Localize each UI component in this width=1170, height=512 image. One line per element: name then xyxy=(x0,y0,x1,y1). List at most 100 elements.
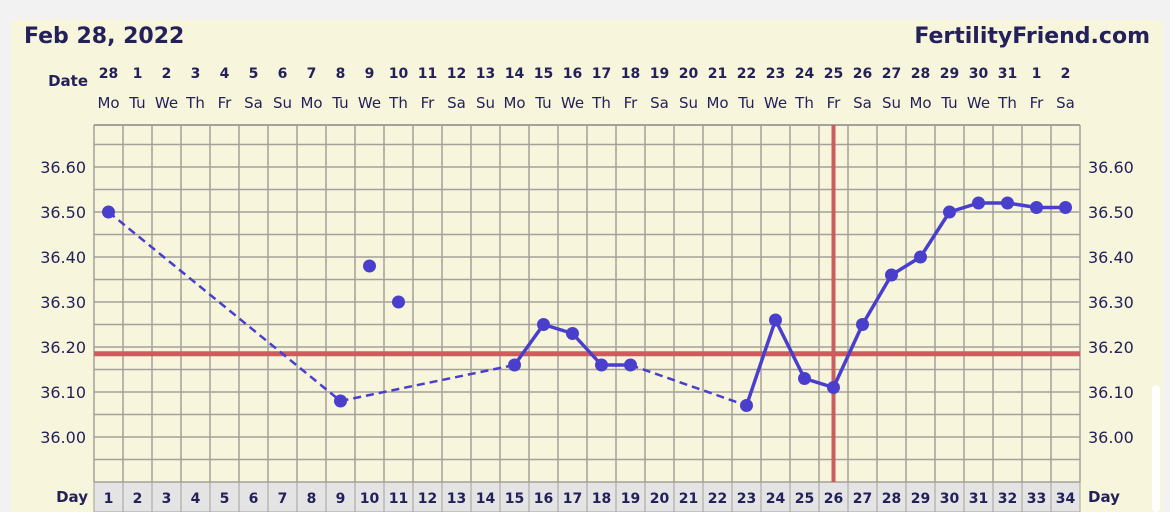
temperature-point[interactable] xyxy=(392,295,405,309)
date-number: 8 xyxy=(336,66,346,82)
day-number: 28 xyxy=(882,491,901,507)
day-cell[interactable] xyxy=(151,481,182,512)
day-cell[interactable] xyxy=(557,481,588,512)
day-number: 32 xyxy=(998,491,1017,507)
solid-segment xyxy=(860,274,894,326)
temperature-point[interactable] xyxy=(566,327,579,340)
weekday-label: Su xyxy=(476,94,495,112)
day-cell[interactable] xyxy=(238,481,269,512)
day-cell[interactable] xyxy=(93,481,124,512)
temperature-point[interactable] xyxy=(363,259,376,273)
temperature-point[interactable] xyxy=(1059,201,1072,214)
y-tick-left: 36.20 xyxy=(40,338,86,357)
temperature-point[interactable] xyxy=(798,372,811,385)
date-number: 15 xyxy=(534,66,553,82)
date-number: 11 xyxy=(418,66,437,82)
day-cell[interactable] xyxy=(354,481,385,512)
temperature-point[interactable] xyxy=(102,205,115,219)
day-number: 20 xyxy=(650,491,670,507)
day-cell[interactable] xyxy=(615,481,646,512)
day-cell[interactable] xyxy=(470,481,501,512)
temperature-point[interactable] xyxy=(1030,201,1043,214)
date-number: 13 xyxy=(476,66,495,82)
y-tick-left: 36.30 xyxy=(40,293,86,312)
temperature-point[interactable] xyxy=(769,313,782,327)
day-number: 6 xyxy=(249,491,259,507)
date-number: 27 xyxy=(882,66,901,82)
day-cell[interactable] xyxy=(1050,481,1081,512)
day-cell[interactable] xyxy=(673,481,704,512)
temperature-point[interactable] xyxy=(537,318,550,331)
temperature-point[interactable] xyxy=(334,394,347,408)
day-number: 5 xyxy=(220,491,230,507)
temperature-point[interactable] xyxy=(624,358,637,372)
date-number: 2 xyxy=(1061,66,1071,82)
weekday-label: We xyxy=(764,94,787,112)
day-cell[interactable] xyxy=(499,481,530,512)
scrollbar[interactable] xyxy=(1152,385,1160,512)
solid-segment xyxy=(571,332,603,367)
date-number: 29 xyxy=(940,66,959,82)
y-tick-left: 36.00 xyxy=(40,428,86,447)
y-tick-left: 36.60 xyxy=(40,158,86,177)
date-number: 18 xyxy=(621,66,640,82)
day-number: 14 xyxy=(476,491,496,507)
temperature-point[interactable] xyxy=(885,268,898,282)
date-number: 7 xyxy=(307,66,317,82)
temperature-point[interactable] xyxy=(972,196,985,210)
solid-segment xyxy=(744,319,778,407)
temperature-point[interactable] xyxy=(595,358,608,372)
day-cell[interactable] xyxy=(441,481,472,512)
day-cell[interactable] xyxy=(180,481,211,512)
weekday-label: We xyxy=(358,94,381,112)
temperature-point[interactable] xyxy=(1001,196,1014,210)
temperature-point[interactable] xyxy=(914,250,927,264)
temperature-point[interactable] xyxy=(856,318,869,331)
dashed-segment xyxy=(630,363,747,407)
day-number: 21 xyxy=(679,491,698,507)
day-number: 2 xyxy=(133,491,143,507)
temperature-point[interactable] xyxy=(827,381,840,394)
date-number: 17 xyxy=(592,66,611,82)
day-number: 15 xyxy=(505,491,524,507)
weekday-label: Sa xyxy=(853,94,872,112)
weekday-label: Tu xyxy=(128,94,145,112)
weekday-label: Su xyxy=(273,94,292,112)
weekday-label: Tu xyxy=(331,94,348,112)
weekday-label: We xyxy=(561,94,584,112)
day-number: 19 xyxy=(621,491,640,507)
solid-segment xyxy=(831,323,865,389)
y-tick-left: 36.50 xyxy=(40,203,86,222)
day-number: 11 xyxy=(389,491,408,507)
day-row-label-right: Day xyxy=(1088,488,1120,506)
date-number: 3 xyxy=(191,66,201,82)
brand-logo-text[interactable]: FertilityFriend.com xyxy=(914,24,1150,49)
day-number: 31 xyxy=(969,491,988,507)
weekday-label: Fr xyxy=(827,94,842,112)
temperature-point[interactable] xyxy=(943,205,956,219)
day-number: 8 xyxy=(307,491,317,507)
y-tick-right: 36.50 xyxy=(1088,203,1134,222)
dashed-segment xyxy=(340,363,515,403)
day-cell[interactable] xyxy=(760,481,791,512)
day-number: 3 xyxy=(162,491,172,507)
date-number: 22 xyxy=(737,66,756,82)
weekday-label: Mo xyxy=(909,94,931,112)
day-number: 12 xyxy=(418,491,437,507)
y-tick-right: 36.60 xyxy=(1088,158,1134,177)
weekday-label: Mo xyxy=(97,94,119,112)
day-number: 34 xyxy=(1056,491,1076,507)
day-cell[interactable] xyxy=(528,481,559,512)
day-cell[interactable] xyxy=(992,481,1023,512)
date-number: 28 xyxy=(99,66,118,82)
temperature-point[interactable] xyxy=(508,358,521,372)
day-number: 10 xyxy=(360,491,380,507)
weekday-label: Su xyxy=(679,94,698,112)
temperature-point[interactable] xyxy=(740,399,753,412)
weekday-label: Fr xyxy=(218,94,233,112)
day-cell[interactable] xyxy=(122,481,153,512)
date-number: 25 xyxy=(824,66,843,82)
date-number: 1 xyxy=(1032,66,1042,82)
solid-segment xyxy=(919,211,951,258)
date-number: 24 xyxy=(795,66,815,82)
